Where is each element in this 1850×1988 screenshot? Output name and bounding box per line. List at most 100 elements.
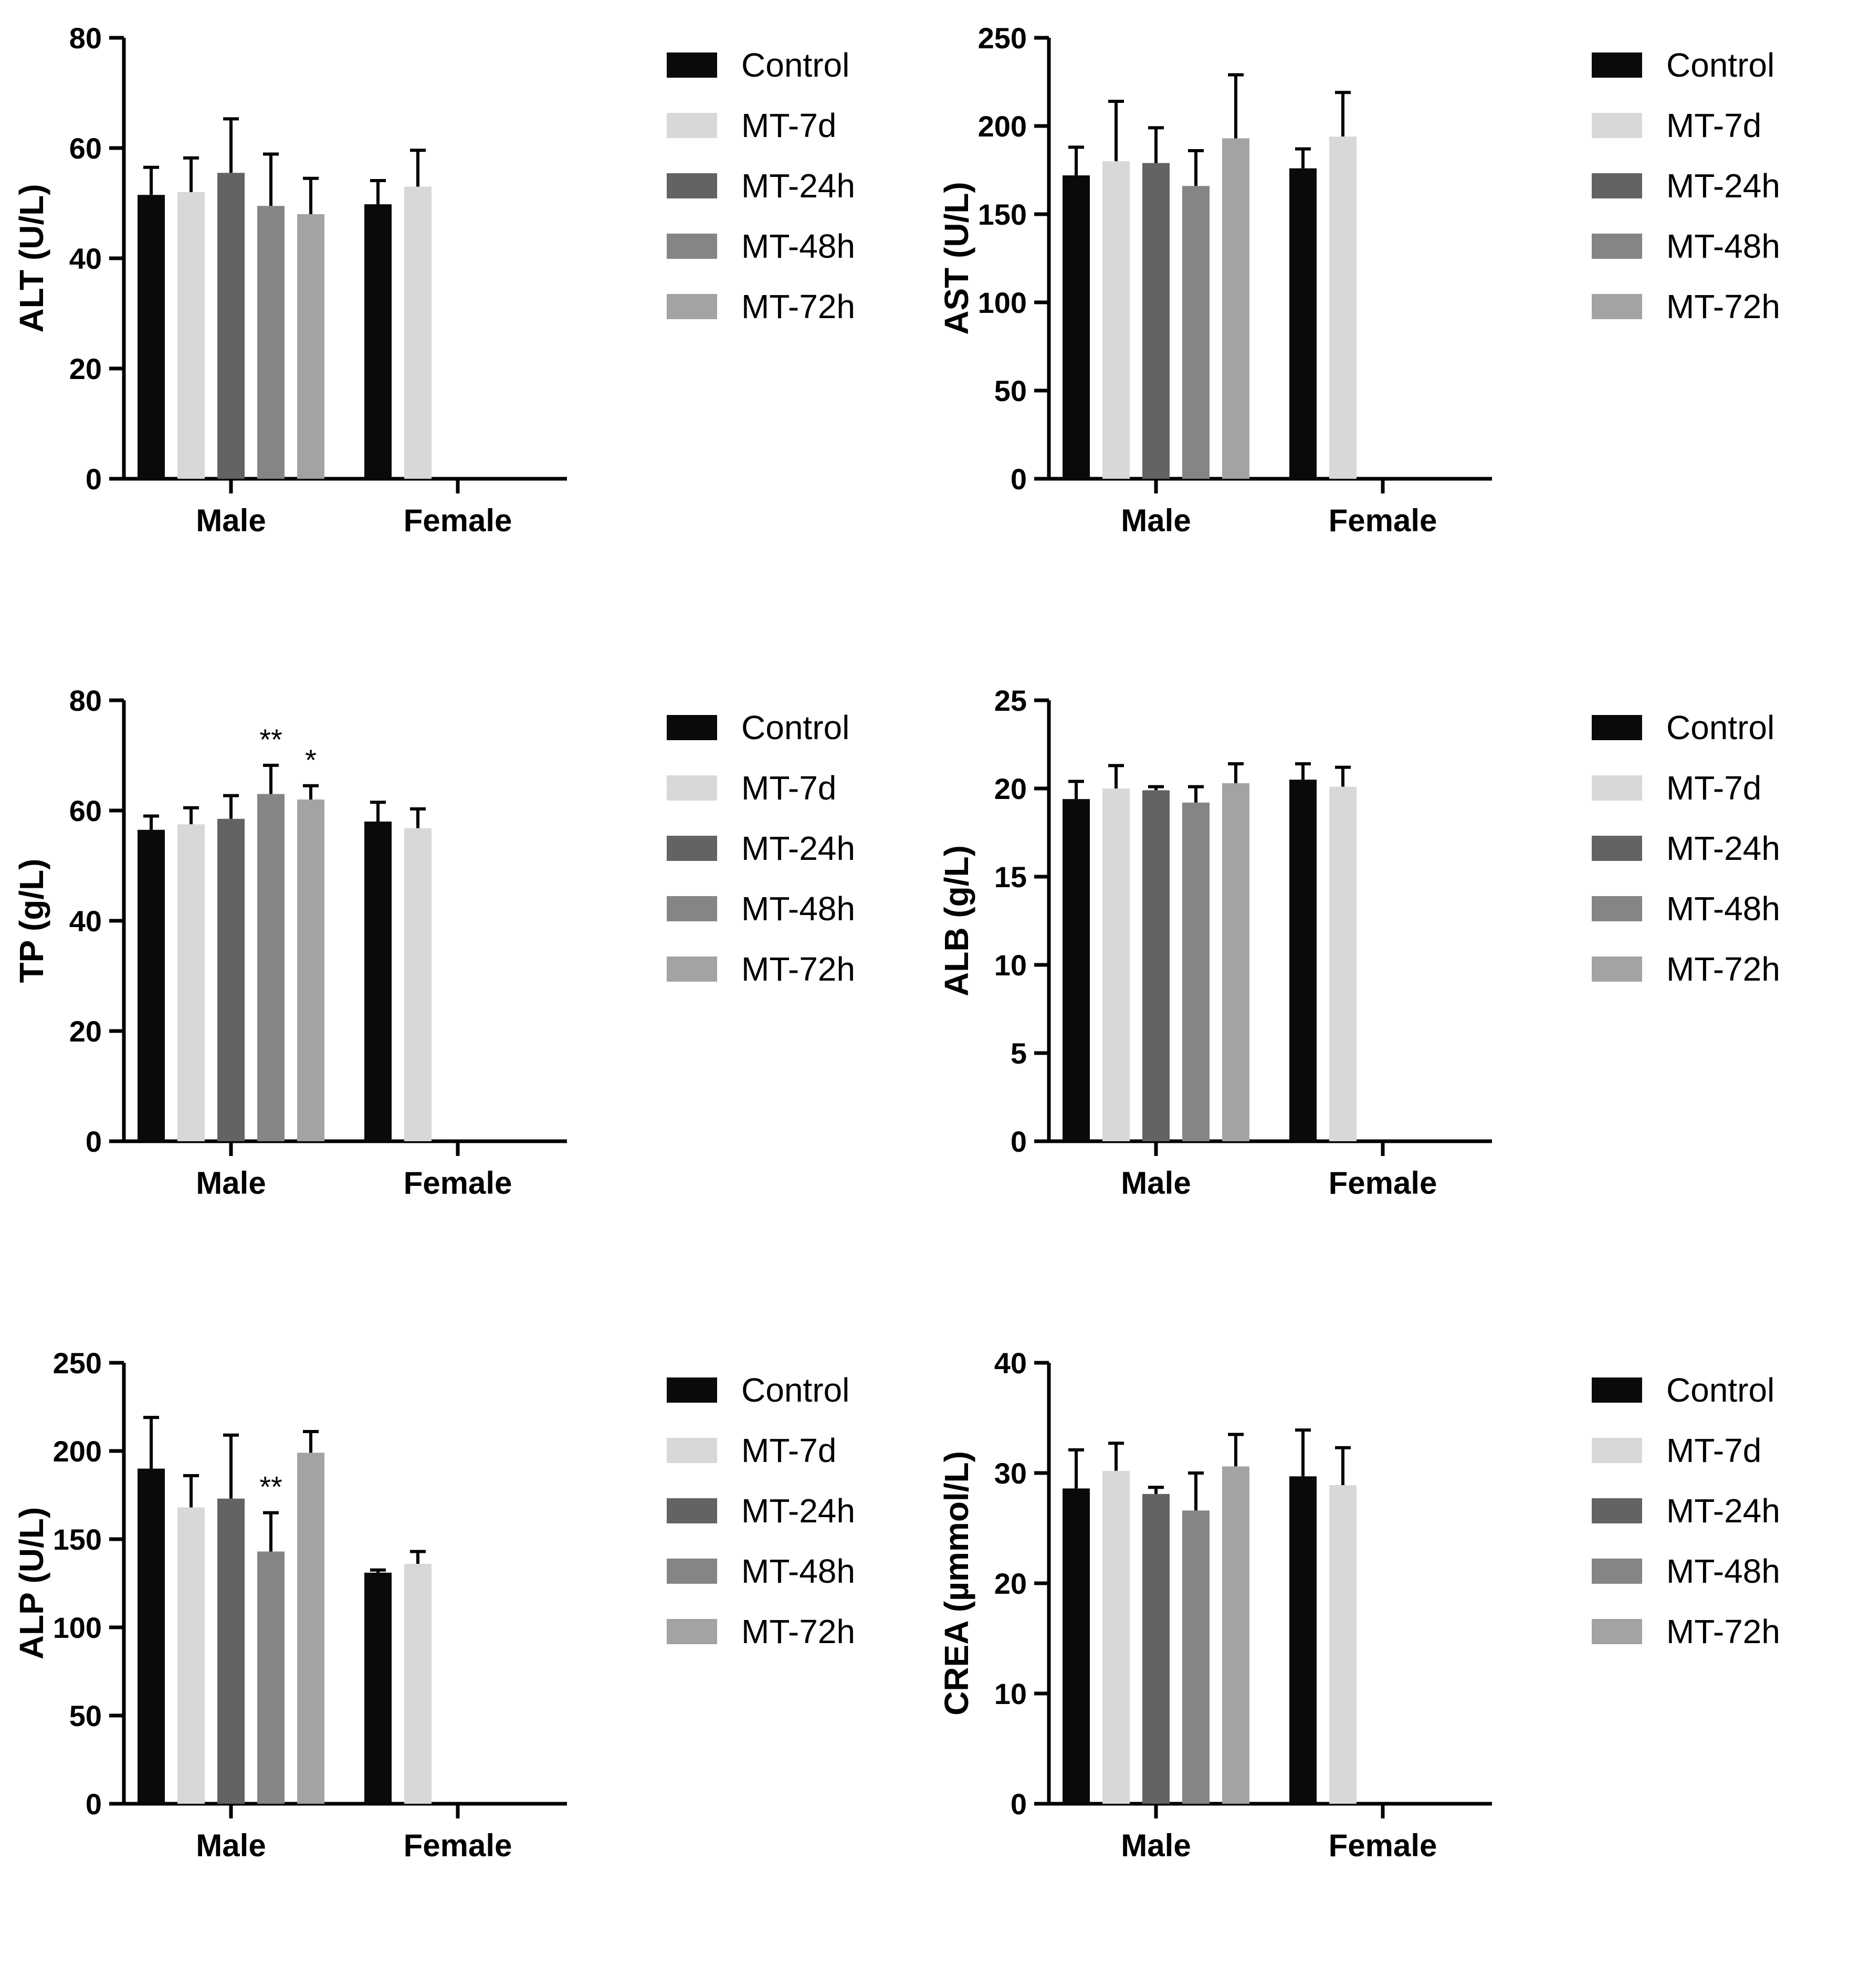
x-tick-label-male: Male [1121,503,1191,538]
legend-label-mt-24h: MT-24h [741,167,855,205]
bar-male-mt-24h [217,818,245,1141]
legend-label-mt-24h: MT-24h [1666,1492,1780,1530]
y-tick-label: 30 [994,1457,1027,1490]
panel-ast: 0 50 100 150 200 250 AST (U/L) Male Female Contro… [938,22,1780,538]
bar-male-mt-7d [1102,788,1130,1141]
legend-label-mt-7d: MT-7d [1666,769,1761,807]
bar-male-control [138,829,165,1141]
bar-male-mt-7d [1102,1470,1130,1804]
legend-swatch-mt-48h [1592,1559,1642,1584]
y-tick-label: 15 [994,860,1027,893]
y-axis-label: ALP (U/L) [13,1507,50,1659]
bar-male-mt-48h [257,1551,285,1804]
legend-label-mt-24h: MT-24h [1666,829,1780,867]
legend-swatch-mt-72h [1592,1619,1642,1644]
x-tick-label-female: Female [1329,1165,1437,1201]
x-tick-label-female: Female [404,1165,512,1201]
y-tick-label: 100 [53,1611,102,1644]
legend-swatch-mt-48h [1592,896,1642,921]
legend-label-control: Control [1666,46,1774,84]
y-axis-label: ALB (g/L) [938,845,975,996]
legend-swatch-control [667,1377,717,1403]
panel-crea: 0 10 20 30 40 CREA (µmmol/L) Male Female Control… [938,1347,1780,1863]
y-axis-label: ALT (U/L) [13,184,50,332]
x-tick-label-male: Male [1121,1165,1191,1201]
y-tick-label: 60 [69,132,102,165]
legend-swatch-mt-7d [667,113,717,138]
y-tick-label: 0 [86,462,102,496]
bar-male-mt-24h [1142,1493,1170,1804]
bar-female-control [364,822,392,1141]
y-tick-label: 0 [1011,1125,1027,1158]
legend-swatch-mt-7d [667,775,717,801]
legend-swatch-mt-24h [667,173,717,198]
legend-label-mt-72h: MT-72h [1666,1613,1780,1650]
legend-swatch-control [667,52,717,78]
bar-male-control [1063,1488,1090,1804]
legend-label-mt-7d: MT-7d [741,1432,836,1469]
bar-male-mt-24h [217,173,245,479]
legend-label-mt-48h: MT-48h [741,1552,855,1590]
legend-label-mt-7d: MT-7d [741,769,836,807]
bar-male-mt-24h [1142,163,1170,479]
y-axis-label: AST (U/L) [938,182,975,335]
panel-alt: 0 20 40 60 80 ALT (U/L) Male Female Control MT-7d… [13,22,855,538]
legend-swatch-mt-7d [1592,113,1642,138]
bar-male-mt-72h [297,800,324,1141]
y-tick-label: 20 [994,772,1027,805]
legend-swatch-mt-72h [667,956,717,982]
y-tick-label: 0 [1011,462,1027,496]
x-tick-label-female: Female [1329,503,1437,538]
bar-male-mt-48h [1182,802,1210,1141]
legend-label-control: Control [741,1371,849,1409]
panel-alb: 0 5 10 15 20 25 ALB (g/L) Male Female Control MT-7… [938,684,1780,1201]
legend-swatch-mt-72h [1592,956,1642,982]
legend-swatch-mt-24h [1592,1498,1642,1523]
y-tick-label: 250 [53,1347,102,1380]
bar-female-control [364,204,392,479]
y-tick-label: 10 [994,949,1027,982]
legend-label-mt-48h: MT-48h [741,227,855,265]
bar-male-mt-7d [177,192,205,479]
bar-male-mt-24h [217,1498,245,1804]
bar-female-control [1289,780,1317,1141]
legend-swatch-mt-7d [1592,775,1642,801]
y-tick-label: 0 [86,1125,102,1158]
significance-marker: ** [259,1470,282,1503]
y-tick-label: 20 [69,1015,102,1048]
legend-label-mt-24h: MT-24h [741,829,855,867]
legend-swatch-mt-7d [1592,1438,1642,1463]
significance-marker: ** [259,723,282,756]
legend-label-mt-7d: MT-7d [741,107,836,144]
legend-label-mt-72h: MT-72h [741,950,855,988]
legend-swatch-mt-48h [1592,234,1642,259]
y-tick-label: 80 [69,22,102,55]
bar-male-mt-48h [1182,1510,1210,1804]
y-tick-label: 150 [978,198,1027,231]
x-tick-label-female: Female [404,1828,512,1863]
y-axis-label: TP (g/L) [13,859,50,983]
y-axis-label: CREA (µmmol/L) [938,1451,975,1716]
bar-male-mt-72h [1222,783,1249,1141]
bar-female-mt-7d [404,1564,432,1804]
y-tick-label: 40 [69,904,102,938]
y-tick-label: 80 [69,684,102,717]
panel-alp: 0 50 100 150 200 250 ALP (U/L) Male Female ** Cont… [13,1347,855,1863]
bar-female-control [364,1572,392,1804]
significance-marker: * [305,743,317,776]
legend-label-mt-72h: MT-72h [1666,950,1780,988]
y-tick-label: 0 [1011,1787,1027,1821]
x-tick-label-male: Male [196,1165,266,1201]
x-tick-label-male: Male [196,1828,266,1863]
bar-male-control [1063,175,1090,479]
bar-male-mt-72h [297,1453,324,1804]
y-tick-label: 250 [978,22,1027,55]
bar-male-mt-7d [177,1507,205,1804]
bar-female-control [1289,168,1317,479]
y-tick-label: 20 [69,352,102,385]
y-tick-label: 60 [69,794,102,827]
bar-male-mt-48h [1182,186,1210,479]
legend-label-control: Control [1666,709,1774,746]
bar-female-mt-7d [1329,136,1357,479]
legend-swatch-control [1592,52,1642,78]
